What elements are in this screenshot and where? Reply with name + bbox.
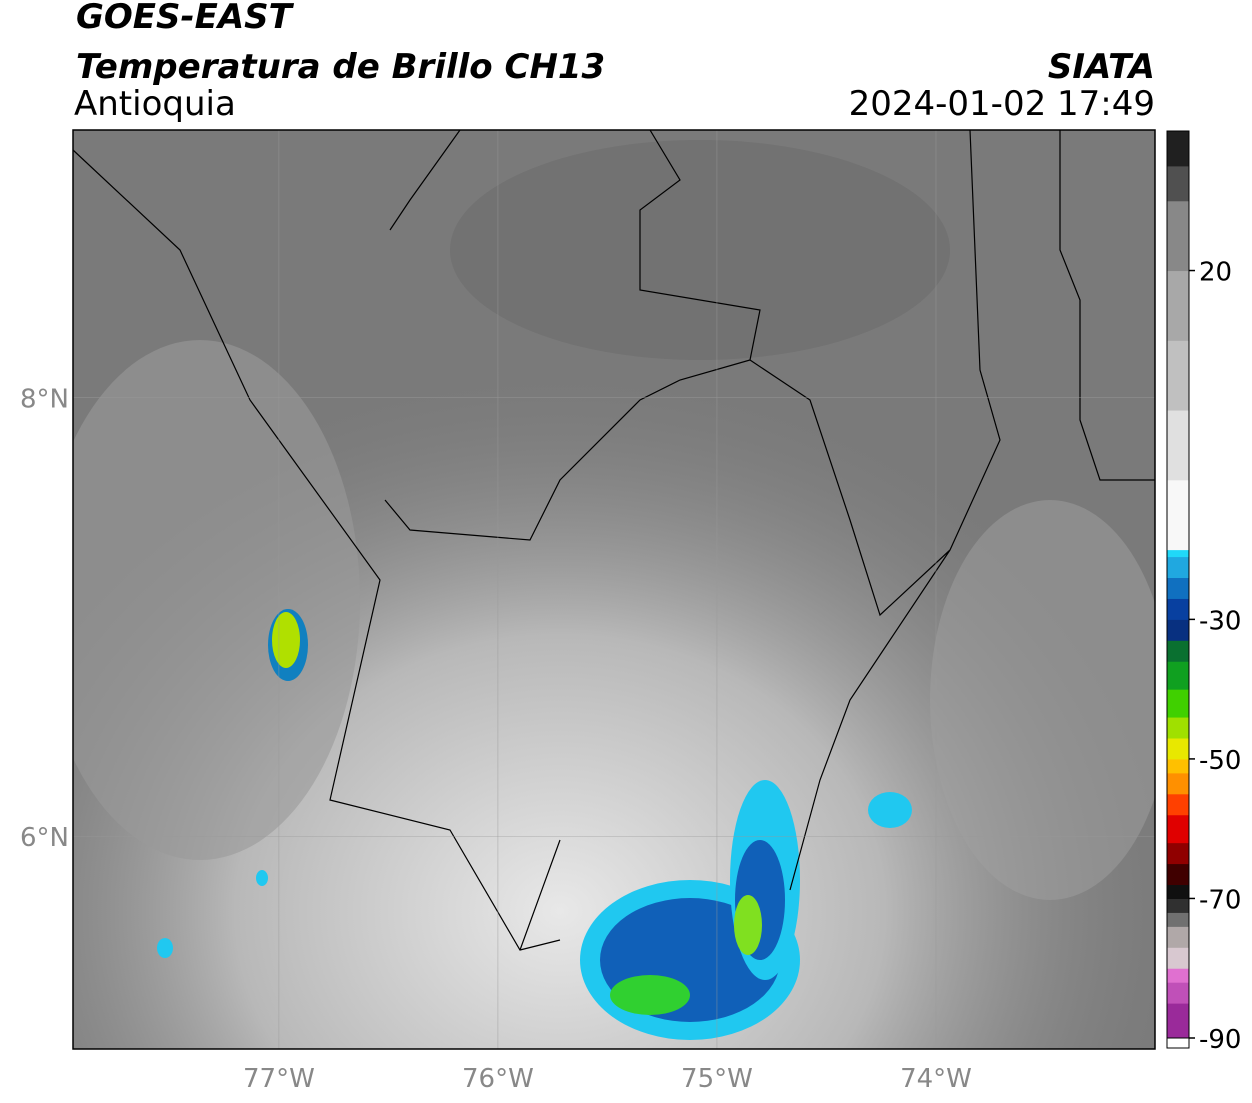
colorbar-segment	[1167, 926, 1189, 948]
colorbar-segment	[1167, 842, 1189, 865]
colorbar-segment	[1167, 165, 1189, 202]
colorbar-segment	[1167, 200, 1189, 272]
colorbar-segment	[1167, 793, 1189, 816]
source: SIATA	[1048, 47, 1155, 87]
colorbar-segment	[1167, 577, 1189, 599]
colorbar-segment	[1167, 717, 1189, 739]
colorbar-segment	[1167, 598, 1189, 620]
graticule: 77°W 76°W 75°W 74°W 8°N 6°N	[20, 130, 1155, 1094]
imagery	[73, 130, 1155, 1049]
colorbar-tick-label: -30	[1199, 606, 1241, 636]
cloud	[450, 140, 950, 360]
colorbar-under	[1166, 1037, 1190, 1049]
y-tick-label: 6°N	[20, 823, 69, 853]
colorbar-segment	[1167, 661, 1189, 690]
x-tick-label: 75°W	[681, 1064, 753, 1094]
colorbar-segment	[1167, 1003, 1189, 1039]
colorbar-segment	[1167, 968, 1189, 983]
colorbar-segment	[1167, 479, 1189, 551]
subtitle: Temperatura de Brillo CH13	[76, 47, 605, 87]
region: Antioquia	[74, 84, 236, 124]
boundaries	[73, 130, 1155, 951]
colorbar-segment	[1167, 912, 1189, 927]
x-tick-label: 76°W	[462, 1064, 534, 1094]
colorbar-segment	[1167, 884, 1189, 899]
colorbar-segment	[1167, 640, 1189, 662]
colorbar-segment	[1167, 737, 1189, 760]
storm	[734, 895, 762, 955]
storm	[610, 975, 690, 1015]
colorbar-tick-label: -70	[1199, 885, 1241, 915]
colorbar-segment	[1167, 689, 1189, 718]
cloud	[73, 340, 360, 860]
colorbar-segment	[1167, 758, 1189, 774]
colorbar-segment	[1167, 982, 1189, 1004]
x-tick-label: 74°W	[900, 1064, 972, 1094]
colorbar-segment	[1167, 947, 1189, 969]
storm	[256, 870, 268, 886]
colorbar-segment	[1167, 410, 1189, 481]
map-frame	[72, 129, 1156, 1050]
cloud	[930, 500, 1155, 900]
x-tick-label: 77°W	[243, 1064, 315, 1094]
datetime: 2024-01-02 17:49	[849, 84, 1155, 124]
colorbar-segment	[1167, 898, 1189, 913]
colorbar-segment	[1167, 619, 1189, 641]
y-tick-label: 8°N	[20, 385, 69, 415]
colorbar-segment	[1167, 340, 1189, 411]
colorbar: 20 -30 -50 -70 -90	[1166, 130, 1241, 1055]
colorbar-segment	[1167, 814, 1189, 844]
colorbar-segment	[1167, 131, 1189, 167]
storm	[272, 612, 300, 668]
title: GOES-EAST	[76, 0, 295, 37]
colorbar-frame	[1166, 130, 1190, 1039]
storm	[157, 938, 173, 958]
colorbar-segment	[1167, 549, 1189, 558]
colorbar-tick-label: 20	[1199, 258, 1232, 288]
colorbar-tick-label: -90	[1199, 1025, 1241, 1055]
colorbar-segment	[1167, 863, 1189, 886]
storm	[868, 792, 912, 828]
colorbar-tick-label: -50	[1199, 746, 1241, 776]
colorbar-segment	[1167, 556, 1189, 579]
colorbar-segment	[1167, 772, 1189, 795]
colorbar-segment	[1167, 270, 1189, 341]
